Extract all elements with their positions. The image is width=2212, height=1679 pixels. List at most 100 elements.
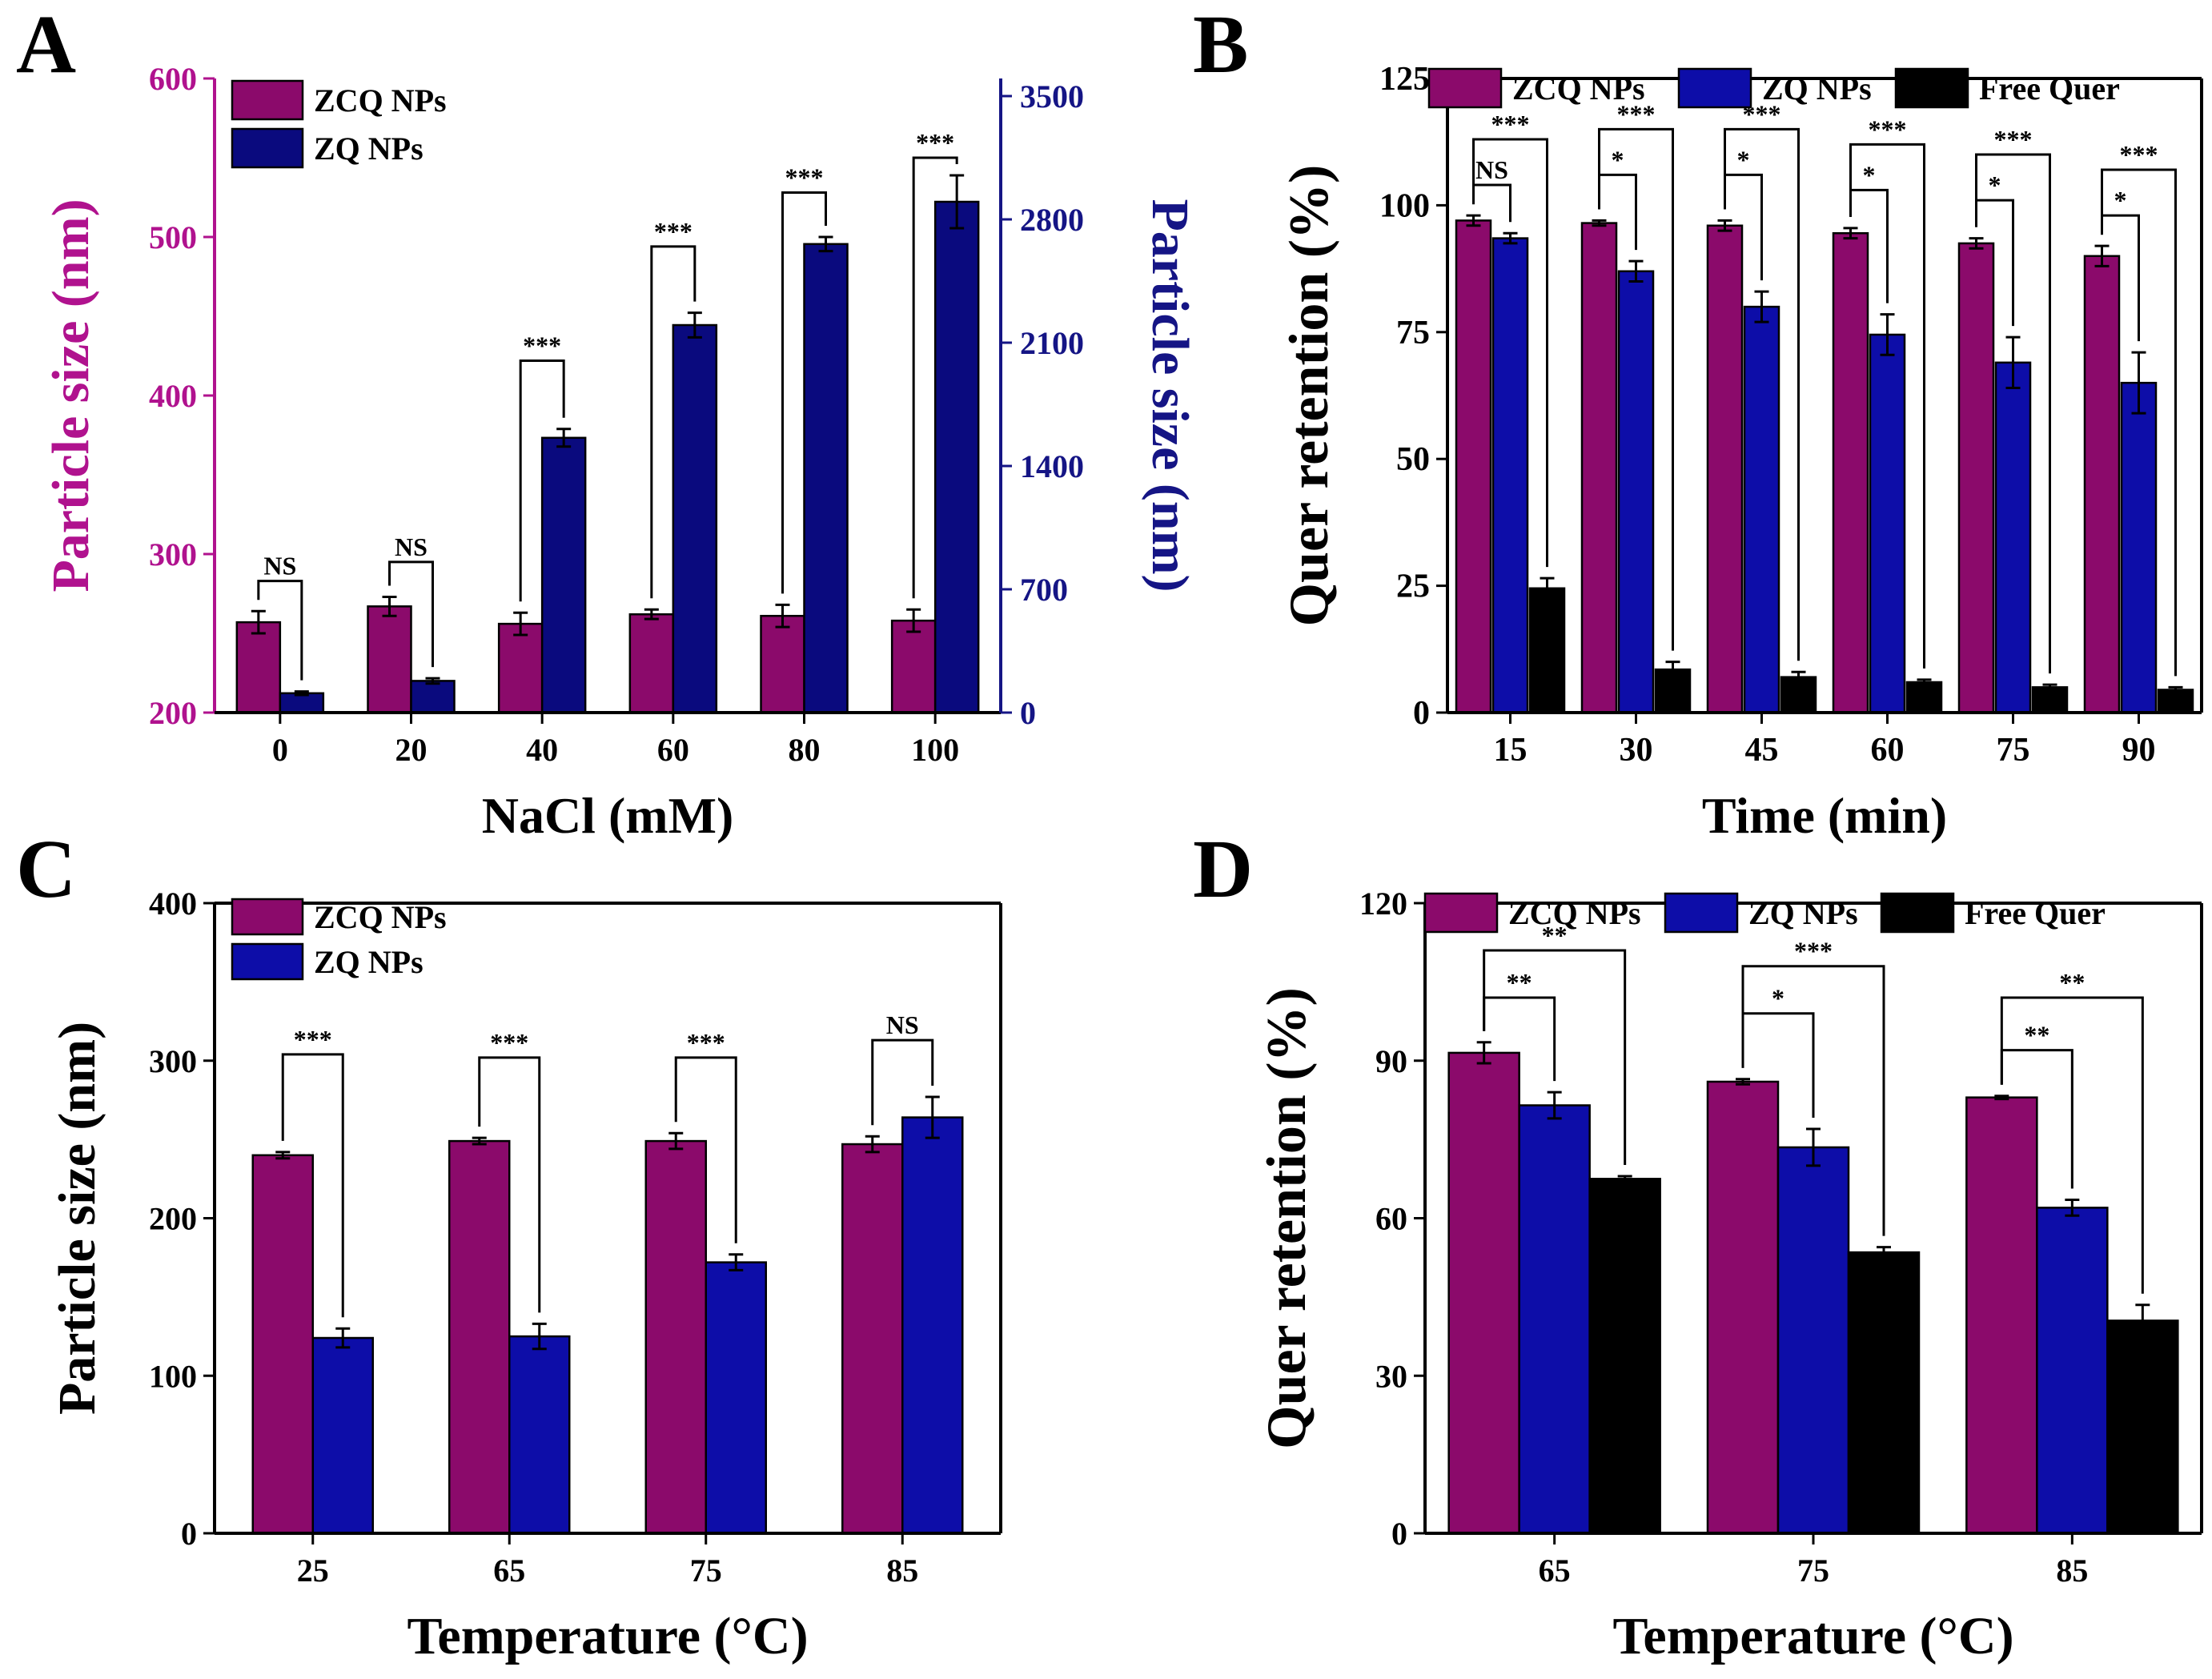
- significance-label: **: [2024, 1021, 2049, 1050]
- y-tick-label: 500: [149, 219, 197, 255]
- significance-label: NS: [263, 552, 296, 580]
- x-tick-label: 90: [2122, 732, 2156, 769]
- y-tick-label: 120: [1359, 886, 1407, 922]
- y-axis-label: Quer retention (%): [1256, 987, 1318, 1449]
- bar: [841, 1143, 904, 1535]
- bar: [1617, 270, 1655, 714]
- legend-swatch: [231, 898, 304, 936]
- panel-letter: B: [1193, 0, 1248, 90]
- legend-swatch: [231, 127, 304, 169]
- x-tick-label: 15: [1494, 732, 1528, 769]
- bar: [2157, 689, 2194, 714]
- significance-label: ***: [1491, 110, 1530, 139]
- significance-label: ***: [1617, 99, 1656, 128]
- significance-label: ***: [490, 1028, 528, 1057]
- significance-label: *: [2114, 186, 2127, 215]
- y2-tick-label: 2100: [1020, 325, 1084, 361]
- y2-tick-label: 1400: [1020, 448, 1084, 484]
- bar: [1706, 224, 1744, 714]
- significance-label: ***: [1869, 114, 1907, 143]
- significance-bracket: [1472, 138, 1548, 568]
- bar: [890, 619, 937, 714]
- x-tick-label: 85: [2056, 1552, 2088, 1589]
- significance-label: ***: [523, 331, 561, 359]
- significance-label: ***: [916, 128, 954, 157]
- significance-bracket: [1975, 153, 2051, 674]
- significance-label: NS: [1475, 155, 1508, 184]
- significance-bracket: [519, 359, 565, 602]
- legend-swatch: [1677, 67, 1752, 109]
- y-tick-label: 30: [1375, 1358, 1407, 1394]
- x-axis-label: Time (min): [1702, 787, 1947, 844]
- bar: [628, 613, 675, 714]
- x-tick-label: 75: [1997, 732, 2030, 769]
- legend-swatch: [1880, 892, 1955, 934]
- legend-label: ZQ NPs: [314, 944, 424, 980]
- significance-bracket: [2000, 996, 2144, 1294]
- bar: [2106, 1320, 2179, 1535]
- bar: [1580, 222, 1618, 714]
- bar: [1905, 681, 1943, 714]
- significance-label: ***: [2120, 140, 2158, 169]
- panel-c: C *** *** *** NS 0 100 200 300 400 25 65 75 85 Tempera…: [16, 823, 1002, 1665]
- y-axis-label: Quer retention (%): [1279, 165, 1340, 627]
- x-tick-label: 65: [493, 1552, 525, 1589]
- y-tick-label: 90: [1375, 1043, 1407, 1079]
- legend-swatch: [1427, 67, 1503, 109]
- significance-label: *: [1612, 145, 1624, 174]
- bar: [1957, 242, 1995, 714]
- legend-swatch: [1664, 892, 1739, 934]
- y-tick-label: 60: [1375, 1201, 1407, 1237]
- panel-letter: D: [1193, 823, 1253, 915]
- significance-bracket: [257, 580, 303, 681]
- bar: [2036, 1207, 2109, 1535]
- bar: [508, 1335, 571, 1535]
- y-tick-label: 600: [149, 61, 197, 97]
- significance-label: *: [1737, 145, 1750, 174]
- significance-label: ***: [785, 163, 824, 192]
- x-tick-label: 60: [1871, 732, 1905, 769]
- significance-bracket: [650, 245, 697, 599]
- significance-label: ***: [687, 1028, 725, 1057]
- legend-swatch: [231, 942, 304, 981]
- y-tick-label: 400: [149, 378, 197, 414]
- legend-swatch: [1423, 892, 1499, 934]
- significance-label: ***: [1794, 937, 1833, 966]
- bar: [1528, 587, 1566, 714]
- significance-bracket: [1724, 127, 1800, 661]
- bar: [933, 200, 980, 714]
- y-tick-label: 75: [1396, 315, 1430, 351]
- bar: [367, 605, 412, 714]
- significance-label: NS: [886, 1010, 919, 1039]
- x-tick-label: 0: [272, 732, 288, 768]
- significance-bracket: [674, 1056, 737, 1243]
- significance-bracket: [1741, 965, 1885, 1236]
- x-tick-label: 80: [789, 732, 821, 768]
- y-tick-label: 125: [1379, 61, 1430, 98]
- significance-label: *: [1772, 984, 1784, 1013]
- bar: [410, 680, 456, 714]
- x-tick-label: 100: [911, 732, 959, 768]
- bar: [1994, 361, 2032, 714]
- bar: [803, 243, 849, 714]
- significance-label: ***: [294, 1025, 332, 1054]
- legend-swatch: [1894, 67, 1969, 109]
- x-tick-label: 30: [1620, 732, 1653, 769]
- x-tick-label: 25: [297, 1552, 329, 1589]
- significance-bracket: [2101, 168, 2177, 677]
- panel-letter: A: [16, 0, 76, 90]
- significance-label: **: [2059, 968, 2085, 997]
- significance-bracket: [1849, 143, 1925, 669]
- bar: [448, 1139, 511, 1535]
- significance-label: **: [1507, 968, 1532, 997]
- x-tick-label: 45: [1745, 732, 1779, 769]
- significance-bracket: [871, 1038, 934, 1126]
- x-tick-label: 85: [886, 1552, 918, 1589]
- x-tick-label: 75: [690, 1552, 722, 1589]
- bar: [1491, 237, 1529, 714]
- bar: [1743, 305, 1780, 714]
- significance-label: *: [1989, 171, 2001, 199]
- significance-bracket: [1483, 949, 1627, 1166]
- bar: [2083, 255, 2121, 714]
- bar: [1455, 219, 1492, 714]
